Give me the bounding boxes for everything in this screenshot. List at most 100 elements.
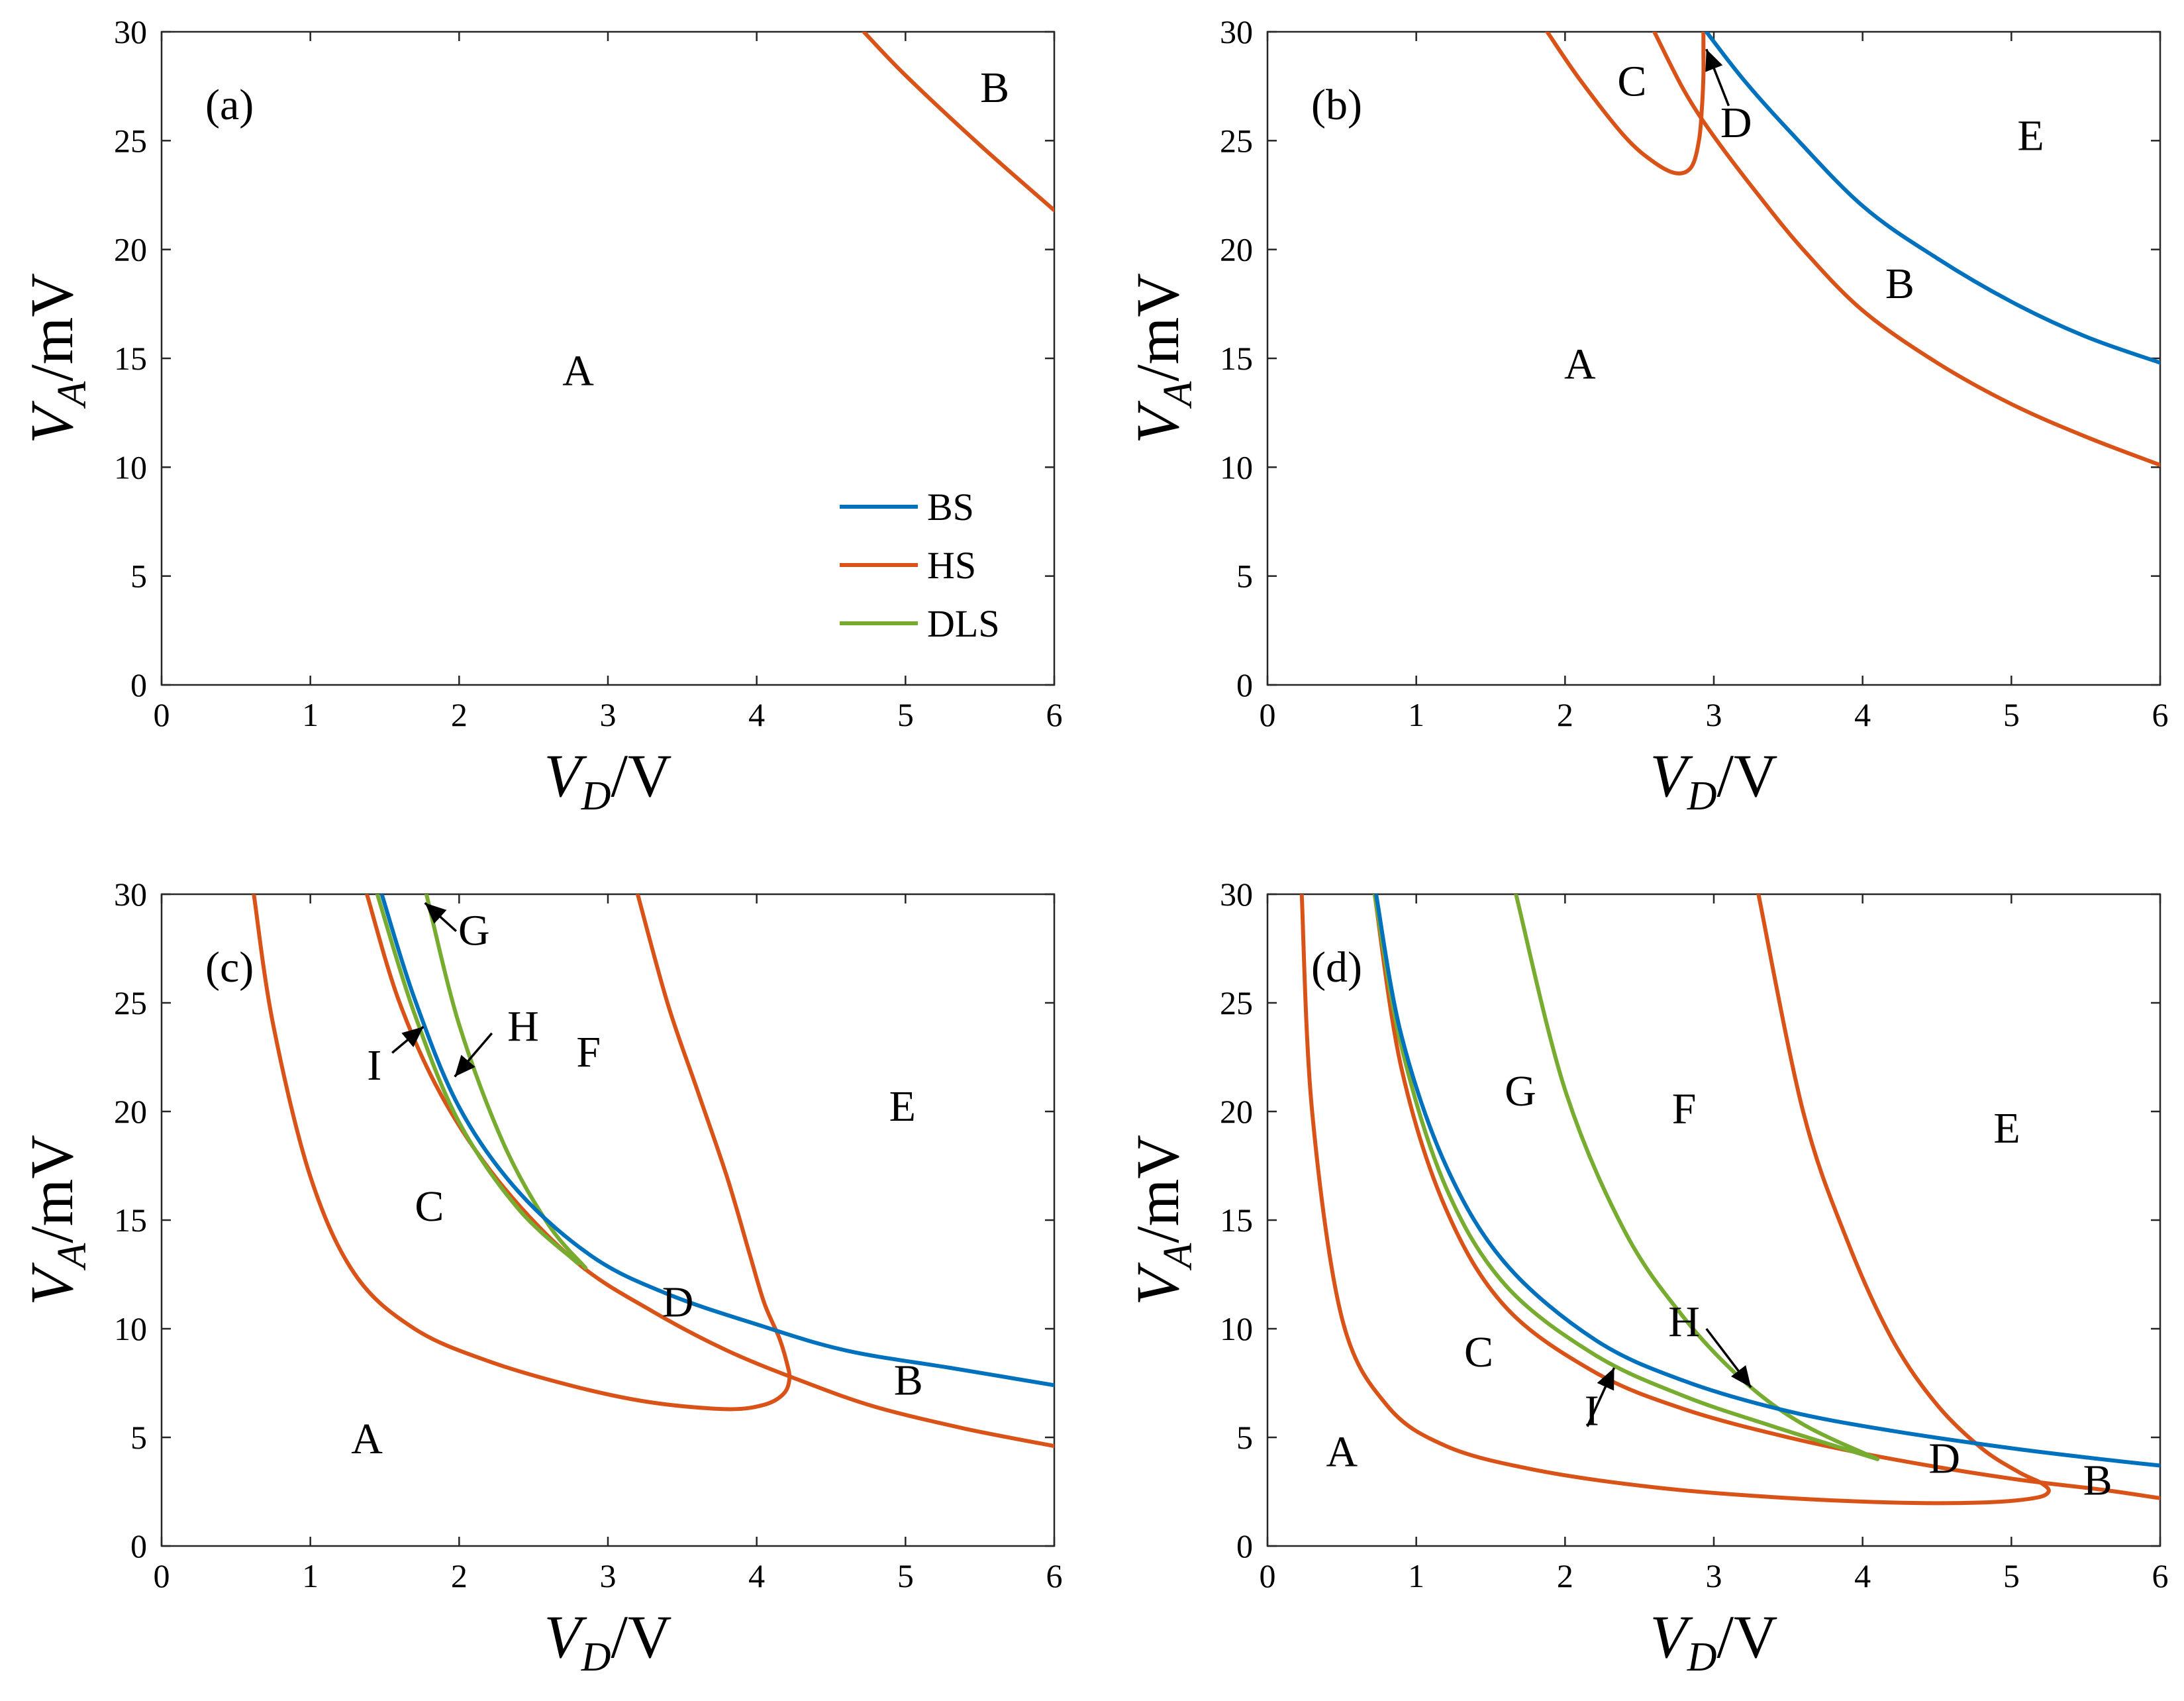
region-label-B: B bbox=[2083, 1456, 2112, 1504]
x-axis-sub: D bbox=[1687, 774, 1717, 819]
hs-curve bbox=[1545, 32, 1706, 176]
region-label-F: F bbox=[576, 1028, 601, 1076]
region-label-G: G bbox=[1505, 1067, 1536, 1115]
x-tick-label: 3 bbox=[600, 1557, 617, 1594]
hs-curve bbox=[862, 32, 1054, 213]
x-axis-sub: D bbox=[581, 1635, 611, 1680]
x-tick-label: 6 bbox=[2152, 1557, 2169, 1594]
y-axis-unit: /mV bbox=[1124, 1135, 1191, 1243]
x-axis-var: V bbox=[544, 742, 588, 809]
region-label-B: B bbox=[1885, 260, 1914, 308]
x-axis-unit: /V bbox=[1716, 1603, 1777, 1671]
y-axis-sub: A bbox=[50, 1243, 95, 1271]
x-tick-label: 1 bbox=[302, 696, 319, 733]
hs-curve bbox=[365, 894, 1054, 1449]
region-label-B: B bbox=[894, 1356, 923, 1404]
y-axis-sub: A bbox=[1156, 381, 1201, 409]
x-tick-label: 0 bbox=[1260, 1557, 1276, 1594]
y-axis-var: V bbox=[1124, 1262, 1191, 1306]
dls-curve bbox=[1514, 894, 1880, 1461]
y-tick-label: 25 bbox=[1220, 984, 1253, 1021]
annotation-arrow bbox=[424, 902, 458, 933]
y-axis-var: V bbox=[18, 400, 85, 444]
curves bbox=[1545, 32, 2160, 467]
x-tick-label: 3 bbox=[1706, 696, 1722, 733]
y-tick-label: 15 bbox=[1220, 1202, 1253, 1239]
region-label-D: D bbox=[1720, 99, 1752, 147]
region-label-I: I bbox=[1585, 1386, 1599, 1435]
dls-curve bbox=[424, 894, 588, 1270]
region-label-E: E bbox=[1993, 1104, 2020, 1153]
y-tick-label: 20 bbox=[1220, 1093, 1253, 1130]
x-tick-label: 5 bbox=[897, 696, 914, 733]
x-tick-label: 2 bbox=[1557, 696, 1573, 733]
region-label-I: I bbox=[367, 1041, 381, 1090]
region-label-F: F bbox=[1672, 1084, 1697, 1133]
region-label-G: G bbox=[458, 906, 490, 954]
y-axis-sub: A bbox=[50, 381, 95, 409]
plot-frame bbox=[160, 30, 1056, 686]
y-tick-label: 0 bbox=[1236, 1527, 1253, 1565]
region-label-A: A bbox=[351, 1415, 383, 1463]
y-tick-label: 10 bbox=[114, 1310, 147, 1347]
y-tick-label: 5 bbox=[1236, 558, 1253, 595]
y-tick-label: 20 bbox=[114, 1093, 147, 1130]
y-tick-label: 20 bbox=[1220, 231, 1253, 268]
plot-frame bbox=[160, 893, 1056, 1547]
x-axis-unit: /V bbox=[1716, 742, 1777, 809]
x-axis-unit: /V bbox=[611, 1603, 671, 1671]
y-axis-sub: A bbox=[1156, 1243, 1201, 1271]
annotation-arrow bbox=[1705, 48, 1730, 107]
x-tick-label: 5 bbox=[2003, 1557, 2020, 1594]
y-tick-label: 15 bbox=[114, 1202, 147, 1239]
region-label-E: E bbox=[889, 1082, 916, 1131]
x-tick-label: 6 bbox=[2152, 696, 2169, 733]
region-label-H: H bbox=[507, 1002, 539, 1051]
region-label-E: E bbox=[2017, 111, 2044, 160]
x-axis-label: VD/V bbox=[544, 742, 672, 819]
y-axis-label: VA/mV bbox=[1124, 273, 1201, 444]
y-tick-label: 30 bbox=[1220, 13, 1253, 50]
legend-label-dls: DLS bbox=[927, 602, 1000, 645]
x-tick-label: 1 bbox=[302, 1557, 319, 1594]
region-label-C: C bbox=[1617, 57, 1646, 105]
hs-curve bbox=[1372, 894, 2160, 1500]
y-axis-unit: /mV bbox=[18, 273, 85, 382]
y-axis-var: V bbox=[18, 1262, 85, 1306]
y-axis-unit: /mV bbox=[18, 1135, 85, 1243]
y-axis-label: VA/mV bbox=[18, 273, 95, 444]
x-tick-label: 0 bbox=[1260, 696, 1276, 733]
y-axis-label: VA/mV bbox=[18, 1135, 95, 1306]
x-axis-label: VD/V bbox=[544, 1603, 672, 1680]
bs-curve bbox=[1704, 32, 2160, 365]
region-label-D: D bbox=[662, 1278, 694, 1326]
y-tick-label: 30 bbox=[114, 876, 147, 913]
x-tick-label: 3 bbox=[600, 696, 617, 733]
hs-curve bbox=[1652, 32, 2160, 467]
y-axis-label: VA/mV bbox=[1124, 1135, 1201, 1306]
y-tick-label: 5 bbox=[130, 558, 147, 595]
x-axis-var: V bbox=[1650, 1603, 1694, 1671]
x-tick-label: 4 bbox=[1854, 696, 1871, 733]
region-label-A: A bbox=[1326, 1428, 1358, 1476]
x-tick-label: 4 bbox=[748, 696, 765, 733]
x-tick-label: 2 bbox=[451, 696, 468, 733]
y-tick-label: 25 bbox=[114, 122, 147, 159]
panel-label: (c) bbox=[205, 943, 254, 992]
x-tick-label: 0 bbox=[154, 696, 170, 733]
x-tick-label: 1 bbox=[1408, 696, 1424, 733]
y-tick-label: 15 bbox=[114, 340, 147, 377]
y-tick-label: 20 bbox=[114, 231, 147, 268]
x-tick-label: 6 bbox=[1046, 1557, 1063, 1594]
x-tick-label: 2 bbox=[1557, 1557, 1573, 1594]
x-axis-sub: D bbox=[1687, 1635, 1717, 1680]
y-tick-label: 0 bbox=[130, 1527, 147, 1565]
x-axis-var: V bbox=[1650, 742, 1694, 809]
x-axis-var: V bbox=[544, 1603, 588, 1671]
y-tick-label: 30 bbox=[1220, 876, 1253, 913]
annotation-arrow bbox=[1705, 1327, 1752, 1388]
